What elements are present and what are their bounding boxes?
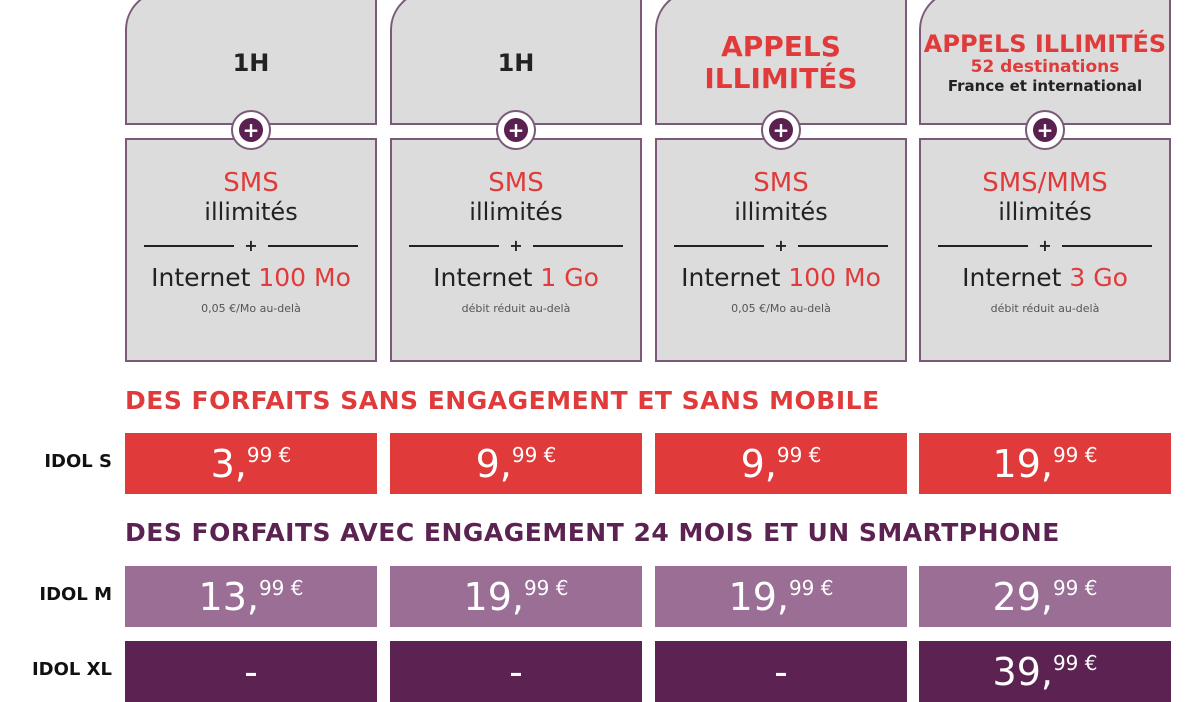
plus-icon: +	[761, 110, 801, 150]
plan-internet: Internet 1 Go	[433, 263, 599, 292]
heading-sans-engagement: DES FORFAITS SANS ENGAGEMENT ET SANS MOB…	[125, 386, 880, 415]
row-label: IDOL XL	[31, 659, 112, 680]
separator: +	[392, 236, 640, 255]
plus-icon: +	[1025, 110, 1065, 150]
plan-internet: Internet 100 Mo	[681, 263, 881, 292]
plan-calls-line1: APPELS ILLIMITÉS	[923, 29, 1167, 58]
price-cell[interactable]: 9, 99 €	[655, 433, 907, 494]
plan-calls-line3: France et international	[947, 76, 1143, 95]
plan-internet: Internet 100 Mo	[151, 263, 351, 292]
price-cell[interactable]: 19, 99 €	[390, 566, 642, 627]
plan-sms: SMS	[223, 168, 279, 198]
price-cell[interactable]: 3, 99 €	[125, 433, 377, 494]
separator: +	[127, 236, 375, 255]
plan-data-box: SMS illimités + Internet 1 Go débit rédu…	[390, 138, 642, 362]
plan-note: débit réduit au-delà	[461, 302, 571, 315]
price-cell[interactable]: 19, 99 €	[919, 433, 1171, 494]
price-cell[interactable]: -	[125, 641, 377, 702]
heading-avec-engagement: DES FORFAITS AVEC ENGAGEMENT 24 MOIS ET …	[125, 518, 1060, 547]
plan-data-box: SMS/MMS illimités + Internet 3 Go débit …	[919, 138, 1171, 362]
plan-sms-sub: illimités	[204, 198, 298, 226]
price-cell[interactable]: 19, 99 €	[655, 566, 907, 627]
price-cell[interactable]: 9, 99 €	[390, 433, 642, 494]
row-label: IDOL M	[39, 584, 112, 605]
plan-sms: SMS	[753, 168, 809, 198]
plan-note: 0,05 €/Mo au-delà	[201, 302, 301, 315]
plus-icon: +	[496, 110, 536, 150]
plan-data-box: SMS illimités + Internet 100 Mo 0,05 €/M…	[655, 138, 907, 362]
plan-sms: SMS/MMS	[982, 168, 1108, 198]
plan-data-box: SMS illimités + Internet 100 Mo 0,05 €/M…	[125, 138, 377, 362]
plan-calls-line2: 52 destinations	[970, 56, 1120, 77]
separator: +	[921, 236, 1169, 255]
plan-sms-sub: illimités	[469, 198, 563, 226]
plan-sms: SMS	[488, 168, 544, 198]
separator: +	[657, 236, 905, 255]
price-cell[interactable]: -	[390, 641, 642, 702]
plan-calls-box: APPELS ILLIMITÉS	[655, 0, 907, 125]
plan-calls-line1: APPELS	[721, 29, 841, 63]
plan-note: 0,05 €/Mo au-delà	[731, 302, 831, 315]
plan-calls: 1H	[232, 48, 270, 77]
plan-internet: Internet 3 Go	[962, 263, 1128, 292]
plan-calls-box: APPELS ILLIMITÉS 52 destinations France et…	[919, 0, 1171, 125]
plan-note: débit réduit au-delà	[990, 302, 1100, 315]
plan-calls-line2: ILLIMITÉS	[704, 61, 858, 95]
plan-calls: 1H	[497, 48, 535, 77]
plan-calls-box: 1H	[390, 0, 642, 125]
plan-calls-box: 1H	[125, 0, 377, 125]
row-label: IDOL S	[44, 451, 112, 472]
plan-sms-sub: illimités	[998, 198, 1092, 226]
price-cell[interactable]: 13, 99 €	[125, 566, 377, 627]
plus-icon: +	[231, 110, 271, 150]
price-cell[interactable]: -	[655, 641, 907, 702]
price-cell[interactable]: 29, 99 €	[919, 566, 1171, 627]
price-cell[interactable]: 39, 99 €	[919, 641, 1171, 702]
plan-sms-sub: illimités	[734, 198, 828, 226]
